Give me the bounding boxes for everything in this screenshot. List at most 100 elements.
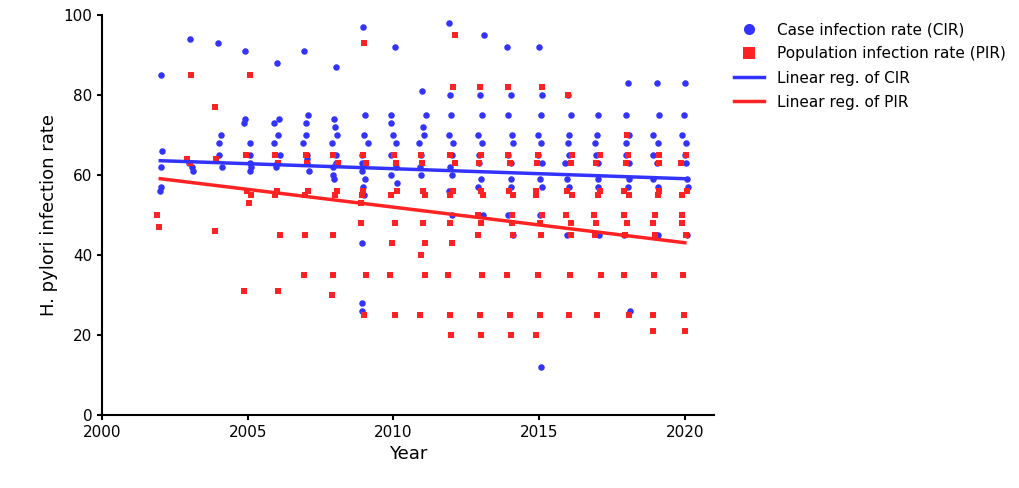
Point	[441, 311, 458, 319]
Point	[475, 211, 491, 219]
Point	[533, 159, 549, 166]
Point	[151, 223, 167, 231]
Point	[243, 191, 259, 199]
Point	[386, 43, 403, 51]
Point	[383, 119, 399, 126]
Point	[560, 183, 577, 191]
Point	[386, 219, 403, 226]
Point	[677, 79, 693, 86]
Point	[211, 151, 227, 159]
Point	[240, 199, 257, 206]
Point	[474, 271, 490, 279]
Point	[412, 311, 428, 319]
Point	[615, 271, 632, 279]
Point	[383, 239, 399, 246]
Point	[387, 139, 404, 146]
Point	[271, 151, 287, 159]
Point	[676, 311, 692, 319]
Point	[152, 183, 168, 191]
Point	[208, 155, 224, 163]
Point	[678, 159, 694, 166]
Point	[501, 183, 518, 191]
Point	[388, 179, 405, 186]
Point	[503, 131, 520, 139]
Point	[615, 231, 632, 239]
Point	[415, 219, 431, 226]
Point	[649, 231, 665, 239]
Point	[678, 231, 694, 239]
Point	[675, 271, 691, 279]
Point	[645, 151, 661, 159]
Point	[182, 35, 199, 42]
Point	[471, 159, 487, 166]
Point	[443, 151, 460, 159]
Point	[268, 163, 284, 171]
Point	[441, 191, 458, 199]
Point	[644, 311, 660, 319]
Point	[646, 211, 662, 219]
Point	[644, 175, 660, 183]
Point	[586, 139, 602, 146]
Point	[533, 91, 549, 99]
Point	[472, 311, 488, 319]
Point	[615, 231, 632, 239]
Point	[559, 139, 576, 146]
Point	[440, 187, 457, 195]
Point	[443, 211, 460, 219]
Point	[178, 155, 195, 163]
Point	[327, 191, 343, 199]
Point	[297, 231, 313, 239]
Point	[650, 111, 666, 119]
Legend: Case infection rate (CIR), Population infection rate (PIR), Linear reg. of CIR, : Case infection rate (CIR), Population in…	[733, 22, 1005, 110]
Point	[242, 139, 258, 146]
Point	[266, 119, 282, 126]
Point	[531, 175, 547, 183]
Point	[674, 219, 690, 226]
Point	[560, 151, 577, 159]
Point	[470, 211, 486, 219]
Point	[207, 103, 223, 111]
Point	[416, 271, 432, 279]
Point	[411, 139, 427, 146]
Point	[236, 47, 253, 55]
Point	[590, 231, 606, 239]
Point	[649, 139, 665, 146]
Point	[354, 299, 370, 306]
Point	[385, 151, 401, 159]
Point	[353, 219, 369, 226]
Point	[301, 167, 317, 175]
Point	[294, 139, 311, 146]
Point	[446, 31, 463, 39]
Point	[442, 331, 459, 339]
Point	[562, 159, 579, 166]
Point	[268, 59, 284, 66]
Point	[673, 131, 689, 139]
Point	[386, 311, 403, 319]
Point	[180, 159, 197, 166]
Point	[354, 183, 370, 191]
Point	[242, 159, 258, 166]
Point	[475, 191, 491, 199]
Point	[529, 271, 545, 279]
Point	[676, 151, 692, 159]
Point	[562, 191, 579, 199]
Point	[472, 83, 488, 91]
Point	[242, 151, 258, 159]
Point	[615, 211, 632, 219]
Point	[679, 231, 695, 239]
Point	[236, 115, 253, 122]
Point	[501, 159, 518, 166]
Point	[210, 139, 226, 146]
Point	[649, 191, 665, 199]
Point	[299, 155, 315, 163]
Point	[472, 151, 488, 159]
Point	[473, 331, 489, 339]
Point	[501, 311, 518, 319]
Point	[616, 159, 633, 166]
Point	[414, 87, 430, 95]
Point	[440, 19, 457, 26]
Point	[673, 159, 689, 166]
Point	[618, 131, 634, 139]
Point	[326, 115, 342, 122]
Point	[328, 131, 344, 139]
